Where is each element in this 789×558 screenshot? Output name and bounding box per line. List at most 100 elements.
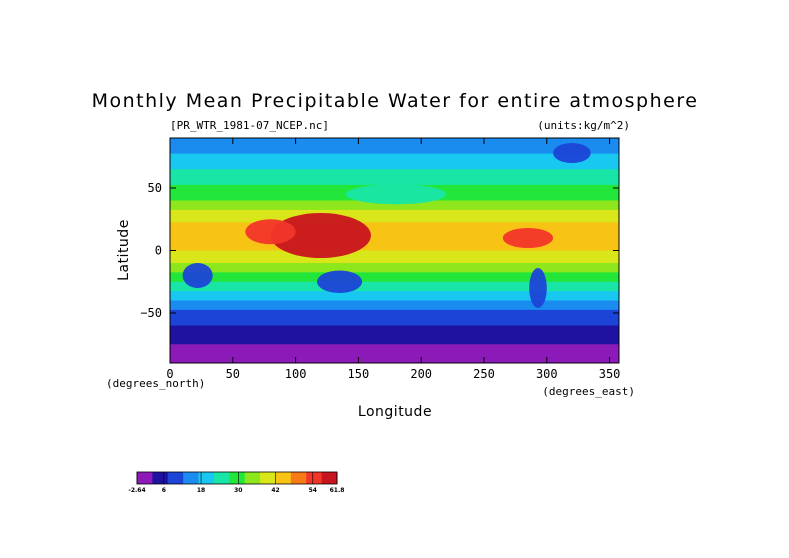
x-tick-label: 150	[348, 367, 370, 381]
field-band	[170, 356, 619, 361]
y-axis-title: Latitude	[116, 219, 132, 281]
field-band	[170, 269, 619, 273]
colorbar-swatch	[213, 472, 230, 484]
field-band	[170, 259, 619, 264]
field-band	[170, 344, 619, 348]
field-band	[170, 288, 619, 292]
field-band	[170, 153, 619, 158]
colorbar-swatch	[183, 472, 199, 484]
field-feature	[270, 213, 371, 258]
colorbar-swatch	[306, 472, 323, 484]
colorbar-swatch	[137, 472, 153, 484]
field-band	[170, 228, 619, 233]
colorbar-swatch	[167, 472, 184, 484]
colorbar-tick-label: 6	[162, 487, 166, 494]
field-band	[170, 141, 619, 145]
precipitable-water-field	[170, 138, 619, 363]
y-tick-label: 50	[148, 181, 162, 195]
field-band	[170, 338, 619, 342]
field-band	[170, 156, 619, 161]
field-band	[170, 159, 619, 164]
field-band	[170, 291, 619, 295]
field-band	[170, 359, 619, 363]
field-band	[170, 319, 619, 323]
x-tick-label: 350	[599, 367, 621, 381]
field-band	[170, 231, 619, 236]
field-band	[170, 203, 619, 208]
field-band	[170, 175, 619, 180]
field-band	[170, 144, 619, 148]
field-band	[170, 328, 619, 333]
field-band	[170, 241, 619, 245]
field-band	[170, 225, 619, 230]
field-band	[170, 216, 619, 220]
field-feature	[345, 184, 447, 205]
field-band	[170, 147, 619, 152]
y-tick-label: −50	[140, 306, 162, 320]
y-unit-label: (degrees_north)	[106, 377, 205, 390]
x-tick-label: 50	[226, 367, 240, 381]
x-tick-label: 250	[473, 367, 495, 381]
field-feature	[316, 270, 363, 293]
field-band	[170, 163, 619, 167]
colorbar-swatch	[290, 472, 307, 484]
field-band	[170, 138, 619, 142]
file-label: [PR_WTR_1981-07_NCEP.nc]	[170, 119, 329, 132]
field-band	[170, 325, 619, 330]
field-band	[170, 322, 619, 327]
field-band	[170, 331, 619, 336]
colorbar-tick-label: 18	[197, 487, 205, 494]
colorbar-swatch	[275, 472, 292, 484]
field-band	[170, 253, 619, 258]
colorbar-swatch	[321, 472, 338, 484]
field-band	[170, 219, 619, 223]
field-feature	[245, 219, 296, 245]
field-band	[170, 284, 619, 289]
field-feature	[502, 228, 554, 248]
colorbar-tick-label: 61.8	[330, 487, 345, 494]
colorbar-swatch	[260, 472, 276, 484]
field-band	[170, 166, 619, 170]
colorbar-swatch	[229, 472, 246, 484]
colorbar-tick-label: 54	[309, 487, 317, 494]
field-band	[170, 222, 619, 227]
field-band	[170, 341, 619, 345]
field-band	[170, 234, 619, 239]
field-band	[170, 256, 619, 261]
x-tick-label: 300	[536, 367, 558, 381]
colorbar-tick-label: -2.64	[128, 487, 145, 494]
field-band	[170, 178, 619, 183]
colorbar-tick-label: 30	[234, 487, 242, 494]
field-band	[170, 266, 619, 270]
field-feature	[529, 268, 547, 308]
field-band	[170, 206, 619, 211]
field-band	[170, 172, 619, 177]
x-tick-label: 200	[410, 367, 432, 381]
field-feature	[553, 143, 591, 163]
x-tick-label: 0	[166, 367, 173, 381]
field-band	[170, 278, 619, 283]
field-band	[170, 309, 619, 314]
field-band	[170, 306, 619, 311]
field-band	[170, 181, 619, 186]
field-feature	[182, 263, 213, 288]
field-band	[170, 275, 619, 280]
field-band	[170, 169, 619, 173]
field-band	[170, 263, 619, 267]
axis-ticks: 0 50 100 150 200 250 300 350 50 0 −50	[140, 138, 620, 381]
x-unit-label: (degrees_east)	[542, 385, 635, 398]
field-band	[170, 281, 619, 286]
colorbar-swatch	[152, 472, 169, 484]
field-band	[170, 297, 619, 302]
field-band	[170, 316, 619, 320]
field-band	[170, 209, 619, 214]
field-band	[170, 313, 619, 317]
field-band	[170, 294, 619, 298]
field-band	[170, 334, 619, 339]
chart-title: Monthly Mean Precipitable Water for enti…	[92, 90, 699, 112]
y-tick-label: 0	[155, 244, 162, 258]
field-band	[170, 300, 619, 305]
field-band	[170, 247, 619, 252]
colorbar-swatch	[198, 472, 215, 484]
